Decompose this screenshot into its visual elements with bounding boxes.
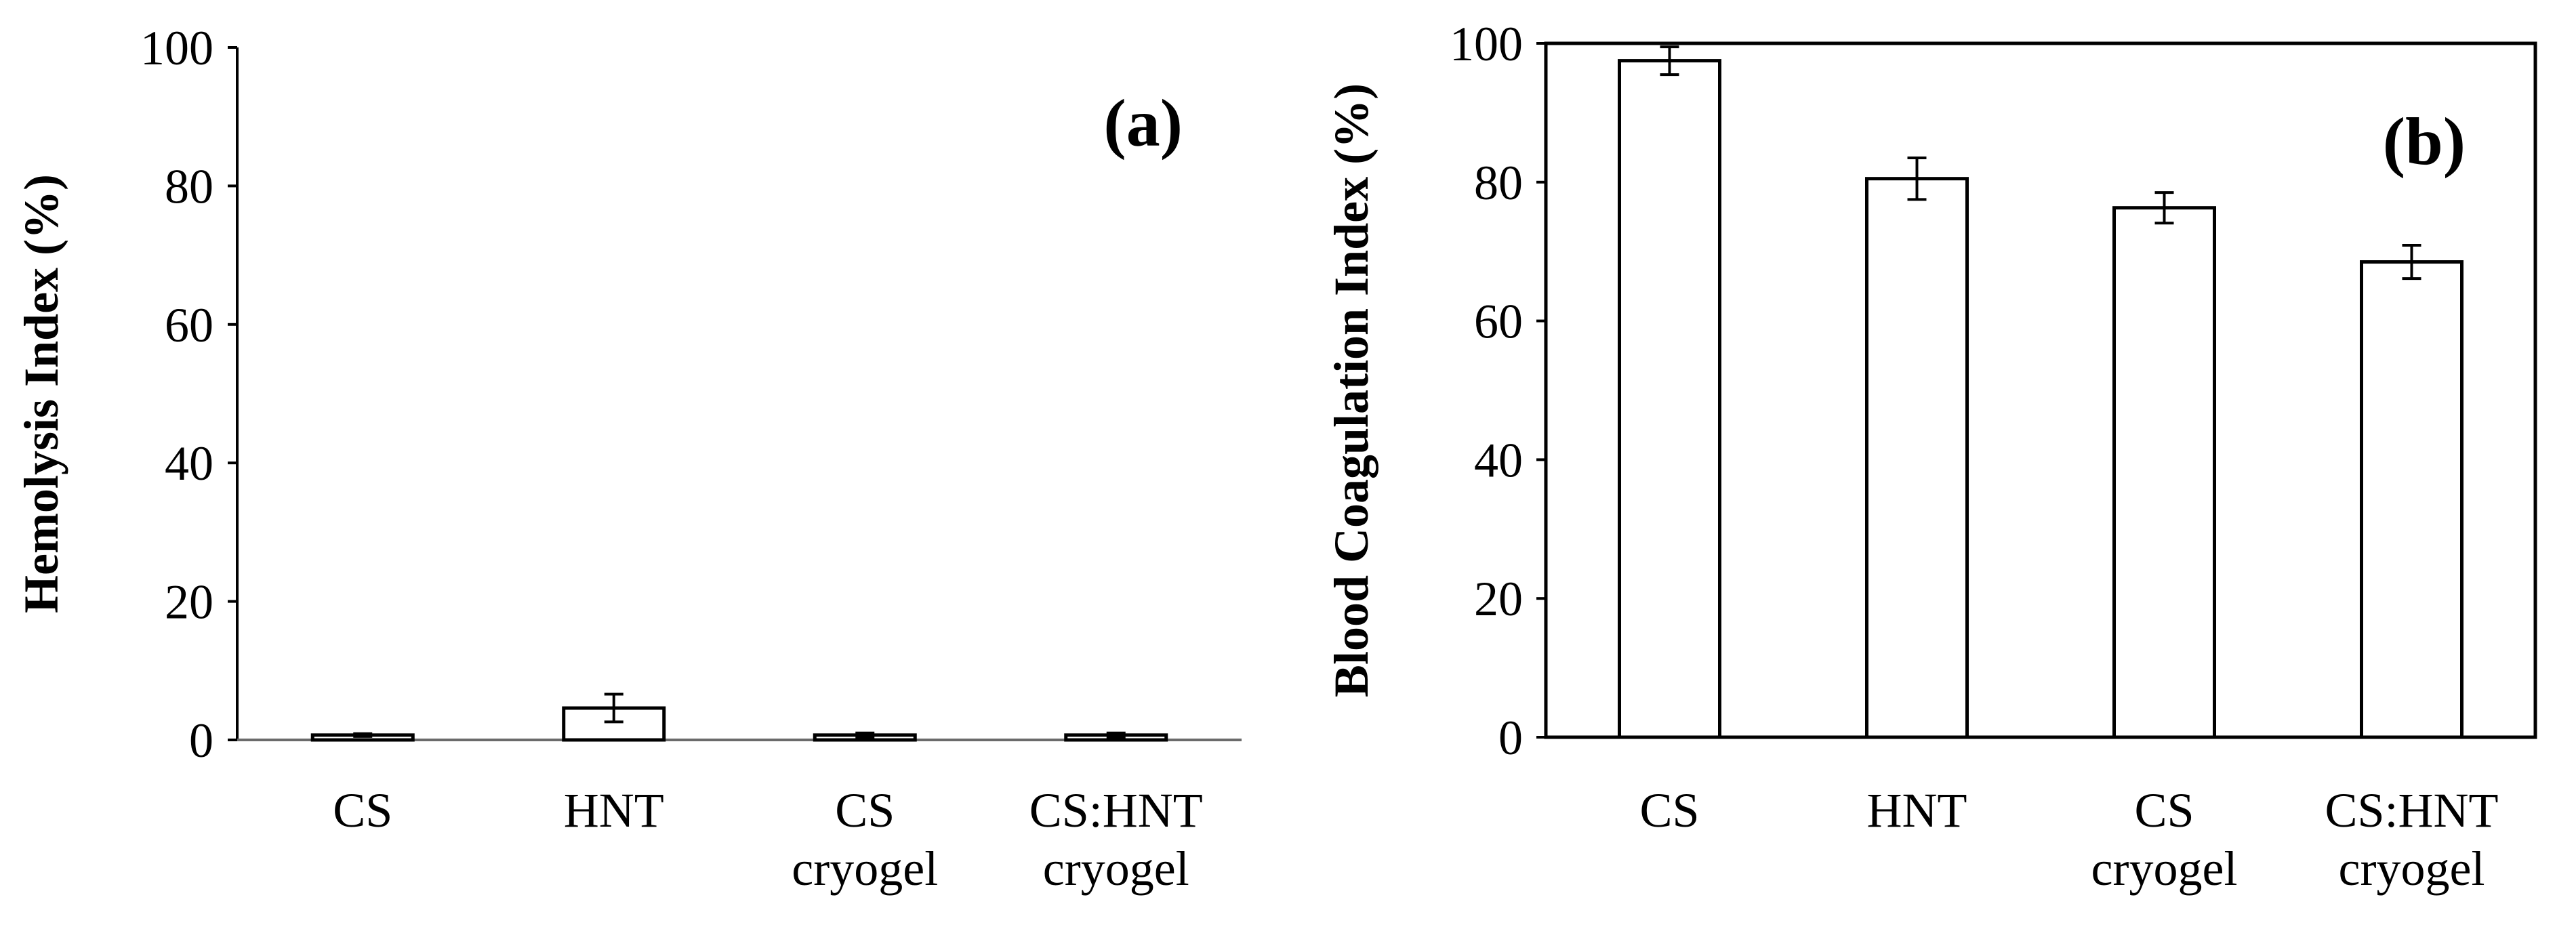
- y-tick-label: 60: [1474, 295, 1523, 349]
- y-tick-label: 40: [165, 436, 213, 491]
- bar: [2360, 260, 2463, 739]
- y-tick-label: 20: [165, 575, 213, 629]
- x-category-label-line: cryogel: [2091, 842, 2238, 896]
- x-category-label-line: CS:HNT: [1029, 783, 1203, 837]
- error-bar: [855, 731, 875, 739]
- y-tick-label: 80: [1474, 156, 1523, 210]
- error-bar: [604, 692, 623, 724]
- x-category-label-line: CS: [1639, 783, 1699, 837]
- plot-frame: [1544, 41, 2537, 739]
- x-category-label-line: cryogel: [2339, 842, 2485, 896]
- x-category-label-line: CS: [2134, 783, 2194, 837]
- y-tick-label: 20: [1474, 572, 1523, 626]
- y-tick-label: 100: [1450, 17, 1523, 71]
- x-category-label-line: HNT: [1867, 783, 1967, 837]
- error-bar: [353, 732, 373, 738]
- error-bar: [1907, 156, 1927, 201]
- x-category-label-line: cryogel: [792, 842, 938, 896]
- panel-label: (b): [2383, 104, 2466, 179]
- error-bar: [1660, 45, 1679, 77]
- y-tick-label: 0: [1498, 711, 1523, 765]
- x-category-label: CS:HNT cryogel: [1029, 783, 1203, 896]
- y-tick-label: 80: [165, 159, 213, 213]
- x-category-label-line: cryogel: [1043, 842, 1189, 896]
- bar: [1618, 59, 1721, 739]
- y-tick-label: 100: [140, 21, 213, 75]
- y-tick-label: 0: [189, 713, 213, 768]
- panel-label: (a): [1103, 85, 1183, 161]
- x-category-label: HNT: [1867, 783, 1967, 837]
- x-category-label-line: HNT: [564, 783, 664, 837]
- x-category-label: CS:HNT cryogel: [2325, 783, 2498, 896]
- x-category-label-line: CS: [835, 783, 895, 837]
- x-category-label: CS cryogel: [792, 783, 938, 896]
- x-category-label-line: CS:HNT: [2325, 783, 2498, 837]
- error-bar: [2154, 191, 2174, 225]
- y-tick-label: 40: [1474, 433, 1523, 487]
- chart-blood-coagulation: 0 20 40 60 80 100 Blood Coagulation Index (%) (…: [1324, 17, 2537, 896]
- y-tick-label: 60: [165, 298, 213, 352]
- x-category-label: CS cryogel: [2091, 783, 2238, 896]
- x-category-label: HNT: [564, 783, 664, 837]
- y-axis-title: Hemolysis Index (%): [14, 174, 68, 613]
- x-category-label: CS: [333, 783, 392, 837]
- x-category-label: CS: [1639, 783, 1699, 837]
- chart-hemolysis: 0 20 40 60 80 100 Hemolysis Index (%) (a) CS HNT C…: [14, 21, 1242, 896]
- error-bar: [2402, 243, 2421, 281]
- error-bar: [1106, 731, 1126, 739]
- bar: [2112, 206, 2216, 739]
- bar: [1865, 177, 1969, 739]
- y-axis-title: Blood Coagulation Index (%): [1324, 83, 1378, 697]
- x-category-label-line: CS: [333, 783, 392, 837]
